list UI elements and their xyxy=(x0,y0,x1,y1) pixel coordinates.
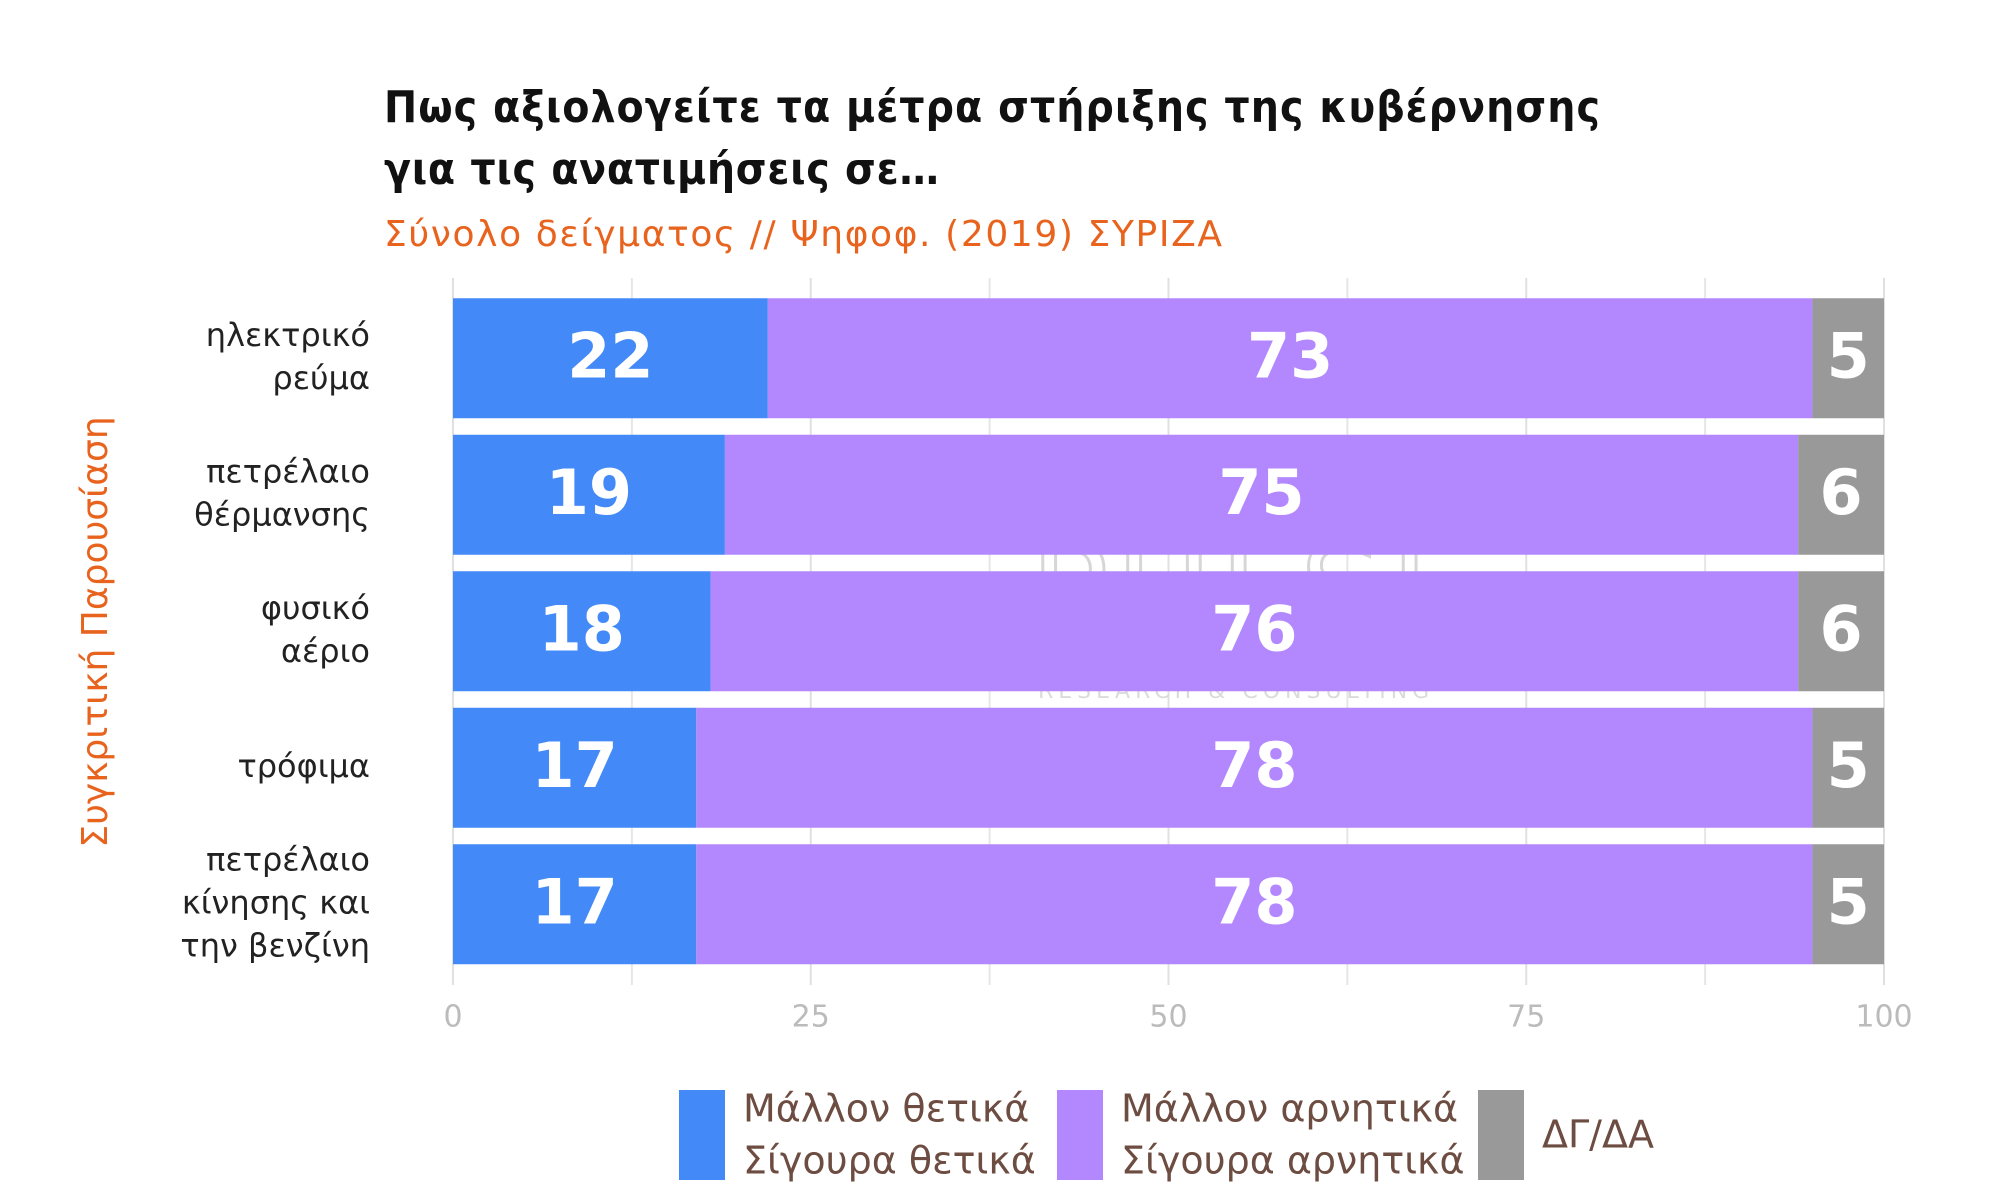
y-axis-label: Συγκριτική Παρουσίαση xyxy=(75,416,116,847)
data-label: 73 xyxy=(1247,319,1333,392)
y-tick-label: αέριο xyxy=(281,632,370,670)
bar-segment xyxy=(453,707,697,828)
bar-segment xyxy=(453,434,725,555)
y-tick-label: ρεύμα xyxy=(272,359,370,397)
data-label: 22 xyxy=(567,319,653,392)
data-label: 5 xyxy=(1827,729,1870,802)
data-label: 78 xyxy=(1211,865,1297,938)
data-label: 5 xyxy=(1827,865,1870,938)
legend-label: Μάλλον θετικά xyxy=(743,1087,1029,1131)
data-label: 75 xyxy=(1218,456,1304,529)
x-tick-label: 50 xyxy=(1149,1000,1187,1035)
chart-subtitle: Σύνολο δείγματος // Ψηφοφ. (2019) ΣΥΡΙΖΑ xyxy=(384,214,1222,255)
data-label: 78 xyxy=(1211,729,1297,802)
x-tick-label: 75 xyxy=(1507,1000,1545,1035)
bar-segment xyxy=(696,707,1813,828)
legend-swatch xyxy=(1478,1090,1524,1180)
legend-label: ΔΓ/ΔΑ xyxy=(1542,1113,1654,1157)
bar-segment xyxy=(1798,434,1884,555)
bar-segment xyxy=(1812,844,1884,965)
x-tick-label: 100 xyxy=(1855,1000,1912,1035)
bar-segment xyxy=(696,844,1813,965)
bar-segment xyxy=(1798,571,1884,692)
chart-title: για τις ανατιμήσεις σε… xyxy=(384,144,939,195)
data-label: 6 xyxy=(1819,592,1862,665)
y-tick-label: θέρμανσης xyxy=(194,495,370,533)
data-label: 76 xyxy=(1211,592,1297,665)
chart-title: Πως αξιολογείτε τα μέτρα στήριξης της κυ… xyxy=(384,82,1600,133)
bar-segment xyxy=(453,844,697,965)
y-tick-label: πετρέλαιο xyxy=(206,452,370,490)
data-label: 5 xyxy=(1827,319,1870,392)
bar-segment xyxy=(1812,298,1884,419)
y-tick-label: την βενζίνη xyxy=(180,926,370,964)
bar-segment xyxy=(710,571,1799,692)
legend-label: Σίγουρα αρνητικά xyxy=(1121,1139,1465,1183)
y-tick-label: ηλεκτρικό xyxy=(206,316,370,354)
y-tick-label: τρόφιμα xyxy=(237,747,370,785)
y-tick-label: κίνησης και xyxy=(182,883,370,921)
bar-segment xyxy=(453,298,768,419)
data-label: 17 xyxy=(531,865,617,938)
legend-label: Σίγουρα θετικά xyxy=(743,1139,1036,1183)
y-tick-label: πετρέλαιο xyxy=(206,840,370,878)
data-label: 18 xyxy=(539,592,625,665)
y-tick-label: φυσικό xyxy=(261,589,370,627)
data-label: 17 xyxy=(531,729,617,802)
x-tick-label: 25 xyxy=(792,1000,830,1035)
bar-segment xyxy=(453,571,711,692)
x-tick-label: 0 xyxy=(443,1000,462,1035)
bar-segment xyxy=(767,298,1813,419)
bar-segment xyxy=(724,434,1799,555)
legend-swatch xyxy=(1057,1090,1103,1180)
legend-label: Μάλλον αρνητικά xyxy=(1121,1087,1458,1131)
bar-segment xyxy=(1812,707,1884,828)
legend-swatch xyxy=(679,1090,725,1180)
data-label: 19 xyxy=(546,456,632,529)
data-label: 6 xyxy=(1819,456,1862,529)
